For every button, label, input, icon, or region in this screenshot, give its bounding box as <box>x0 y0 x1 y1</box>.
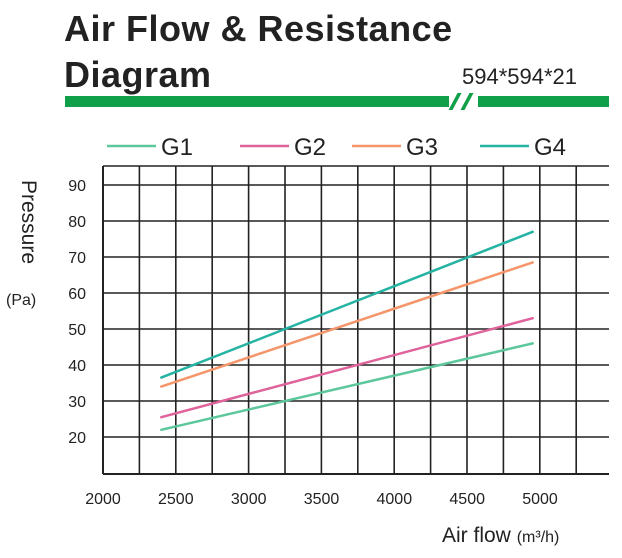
series-line-g3 <box>160 261 534 388</box>
legend-label-g1: G1 <box>161 134 193 161</box>
title-underline-left <box>65 96 449 107</box>
x-tick-label: 4000 <box>377 491 413 508</box>
legend-label-g4: G4 <box>534 134 566 161</box>
series-line-g1 <box>160 342 534 432</box>
x-tick-label: 3500 <box>304 491 340 508</box>
x-axis-unit: (m³/h) <box>516 529 560 546</box>
y-tick-label: 40 <box>68 358 86 375</box>
y-tick-label: 20 <box>68 430 86 447</box>
x-axis-label: Air flow (m³/h) <box>442 524 559 548</box>
legend-label-g2: G2 <box>294 134 326 161</box>
chart-title: Air Flow & Resistance Diagram <box>64 6 453 98</box>
legend-label-g3: G3 <box>406 134 438 161</box>
y-axis-unit: (Pa) <box>6 292 37 309</box>
filter-size-label: 594*594*21 <box>462 64 578 89</box>
series-line-g2 <box>160 316 534 419</box>
y-tick-label: 70 <box>68 250 86 267</box>
y-tick-label: 30 <box>68 394 86 411</box>
y-tick-label: 80 <box>68 214 86 231</box>
x-tick-label: 2000 <box>85 491 121 508</box>
x-tick-label: 3000 <box>231 491 267 508</box>
x-tick-label: 2500 <box>158 491 194 508</box>
x-tick-label: 5000 <box>522 491 558 508</box>
y-tick-label: 60 <box>68 286 86 303</box>
x-tick-label: 4500 <box>449 491 485 508</box>
y-tick-label: 50 <box>68 322 86 339</box>
x-axis-label-text: Air flow <box>442 524 511 547</box>
y-tick-label: 90 <box>68 178 86 195</box>
series-line-g4 <box>160 230 534 379</box>
title-underline-right <box>478 96 609 107</box>
title-line-1: Air Flow & Resistance <box>64 8 453 49</box>
title-line-2: Diagram <box>64 54 212 95</box>
